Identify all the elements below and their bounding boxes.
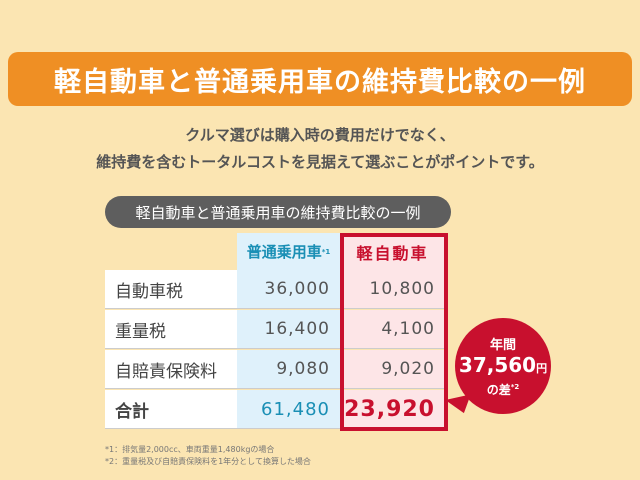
difference-bubble: 年間 37,560円 の差*2 <box>455 318 551 414</box>
bubble-amount-line: 37,560円 <box>455 353 551 381</box>
kei-value: 9,020 <box>340 350 445 389</box>
footnote-2: *2：重量税及び自賠責保険料を1年分として換算した場合 <box>105 457 311 466</box>
bubble-diff-line: の差*2 <box>455 381 551 398</box>
regular-value: 9,080 <box>237 350 340 389</box>
row-label: 自動車税 <box>105 270 237 309</box>
table-row: 自賠責保険料 9,080 9,020 <box>105 350 445 389</box>
kei-value: 4,100 <box>340 310 445 349</box>
header-kei: 軽自動車 <box>340 233 445 270</box>
regular-value: 16,400 <box>237 310 340 349</box>
row-label: 重量税 <box>105 310 237 349</box>
subtitle-line-1: クルマ選びは購入時の費用だけでなく、 <box>185 126 455 144</box>
regular-total: 61,480 <box>237 390 340 429</box>
kei-value: 10,800 <box>340 270 445 309</box>
header-regular-label: 普通乗用車 <box>246 243 322 261</box>
subtitle-line-2: 維持費を含むトータルコストを見据えて選ぶことがポイントです。 <box>96 153 544 171</box>
footnote-1: *1：排気量2,000cc、車両重量1,480kgの場合 <box>105 445 275 454</box>
header-regular: 普通乗用車 *1 <box>237 233 340 270</box>
header-row: 普通乗用車 *1 軽自動車 <box>105 233 445 270</box>
page-title: 軽自動車と普通乗用車の維持費比較の一例 <box>8 52 632 106</box>
total-row: 合計 61,480 23,920 <box>105 390 445 429</box>
bubble-period: 年間 <box>489 338 516 353</box>
kei-total: 23,920 <box>340 390 445 429</box>
row-label: 自賠責保険料 <box>105 350 237 389</box>
bubble-unit: 円 <box>536 362 548 375</box>
header-regular-note: *1 <box>321 247 331 256</box>
bubble-diff-label: の差 <box>486 383 511 397</box>
table-row: 重量税 16,400 4,100 <box>105 310 445 349</box>
row-label: 合計 <box>105 390 237 429</box>
regular-value: 36,000 <box>237 270 340 309</box>
bubble-amount: 37,560 <box>458 353 537 377</box>
table-caption: 軽自動車と普通乗用車の維持費比較の一例 <box>105 196 451 228</box>
bubble-note: *2 <box>510 383 520 391</box>
table-row: 自動車税 36,000 10,800 <box>105 270 445 309</box>
